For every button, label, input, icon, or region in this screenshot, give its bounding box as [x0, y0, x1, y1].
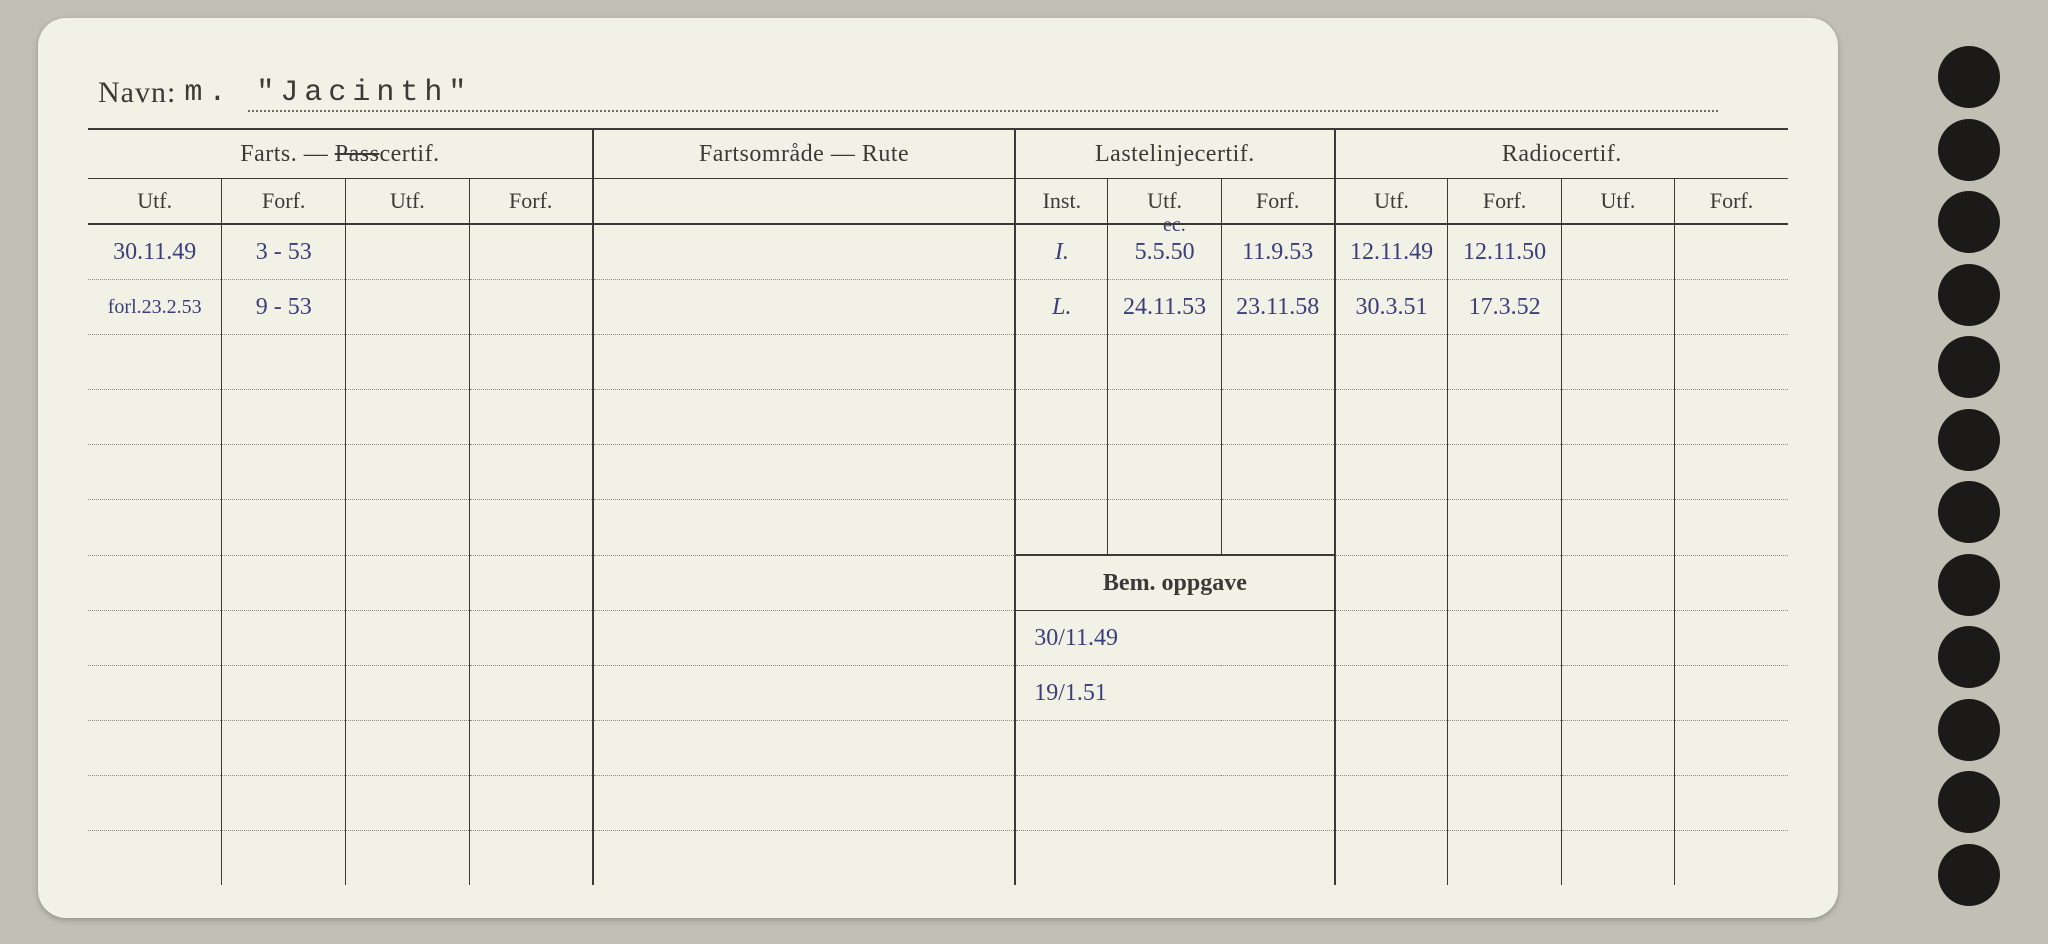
section-radio: Radiocertif.: [1335, 130, 1788, 179]
table-row: Bem. oppgave: [88, 555, 1788, 611]
cell: 5.5.50: [1108, 224, 1221, 280]
cell: 12.11.50: [1448, 224, 1561, 280]
cell: [346, 280, 470, 335]
table-row: [88, 445, 1788, 500]
cell: 11.9.53: [1221, 224, 1334, 280]
cell: 9 - 53: [222, 280, 346, 335]
name-label: Navn:: [98, 76, 176, 110]
table-row: 19/1.51: [88, 666, 1788, 721]
section-header-row: Farts. — Passcertif. Fartsområde — Rute …: [88, 130, 1788, 179]
main-grid: Farts. — Passcertif. Fartsområde — Rute …: [88, 128, 1788, 885]
cell: forl.23.2.53: [88, 280, 222, 335]
binder-holes: [1938, 46, 2018, 906]
section-laste: Lastelinjecertif.: [1015, 130, 1334, 179]
table-row: [88, 335, 1788, 390]
cell: [346, 224, 470, 280]
sub-header-row: Utf. Forf. Utf. Forf. Inst. Utf. Forf. U…: [88, 179, 1788, 225]
table-row: forl.23.2.53 9 - 53 L. 24.11.53 23.11.58…: [88, 280, 1788, 335]
binder-hole: [1938, 771, 2000, 833]
binder-hole: [1938, 554, 2000, 616]
cell: L.: [1015, 280, 1108, 335]
cell: 12.11.49: [1335, 224, 1448, 280]
cell: 17.3.52: [1448, 280, 1561, 335]
cell: [469, 224, 593, 280]
cell: [1561, 224, 1674, 280]
name-underline: [248, 110, 1718, 112]
binder-hole: [1938, 844, 2000, 906]
bem-value-1: 30/11.49: [1015, 611, 1334, 666]
sub-laste-inst: Inst.: [1015, 179, 1108, 225]
cell: I.: [1015, 224, 1108, 280]
name-value: m. "Jacinth": [184, 76, 472, 110]
sub-rute-blank: [593, 179, 1015, 225]
section-rute: Fartsområde — Rute: [593, 130, 1015, 179]
section-farts: Farts. — Passcertif.: [88, 130, 593, 179]
cell: 23.11.58: [1221, 280, 1334, 335]
table-row: 30.11.49 3 - 53 I. 5.5.50 11.9.53 12.11.…: [88, 224, 1788, 280]
cell: 24.11.53: [1108, 280, 1221, 335]
sub-farts-forf2: Forf.: [469, 179, 593, 225]
binder-hole: [1938, 336, 2000, 398]
cell: [1675, 280, 1788, 335]
record-card: Navn: m. "Jacinth" ec. Farts. — Passcert…: [38, 18, 1838, 918]
bem-value-2: 19/1.51: [1015, 666, 1334, 721]
binder-hole: [1938, 119, 2000, 181]
sub-farts-utf1: Utf.: [88, 179, 222, 225]
table-row: 30/11.49: [88, 611, 1788, 666]
sub-radio-forf2: Forf.: [1675, 179, 1788, 225]
sub-laste-utf: Utf.: [1108, 179, 1221, 225]
cell: [1675, 224, 1788, 280]
sub-radio-utf2: Utf.: [1561, 179, 1674, 225]
cell: 30.11.49: [88, 224, 222, 280]
binder-hole: [1938, 626, 2000, 688]
sub-laste-forf: Forf.: [1221, 179, 1334, 225]
binder-hole: [1938, 46, 2000, 108]
sub-farts-forf1: Forf.: [222, 179, 346, 225]
table-body: 30.11.49 3 - 53 I. 5.5.50 11.9.53 12.11.…: [88, 224, 1788, 885]
table-row: [88, 776, 1788, 831]
cell: [469, 280, 593, 335]
name-row: Navn: m. "Jacinth": [98, 60, 1778, 110]
sub-radio-utf1: Utf.: [1335, 179, 1448, 225]
sub-radio-forf1: Forf.: [1448, 179, 1561, 225]
cell: [1561, 280, 1674, 335]
bem-oppgave-header: Bem. oppgave: [1015, 555, 1334, 611]
cell: [593, 224, 1015, 280]
binder-hole: [1938, 481, 2000, 543]
sub-farts-utf2: Utf.: [346, 179, 470, 225]
cell: 30.3.51: [1335, 280, 1448, 335]
strike-pass: Pass: [335, 141, 380, 167]
table-row: [88, 390, 1788, 445]
cell: [593, 280, 1015, 335]
binder-hole: [1938, 264, 2000, 326]
binder-hole: [1938, 191, 2000, 253]
table-row: [88, 500, 1788, 556]
cell: 3 - 53: [222, 224, 346, 280]
binder-hole: [1938, 699, 2000, 761]
certificate-table: Farts. — Passcertif. Fartsområde — Rute …: [88, 130, 1788, 885]
table-row: [88, 831, 1788, 886]
table-row: [88, 721, 1788, 776]
binder-hole: [1938, 409, 2000, 471]
